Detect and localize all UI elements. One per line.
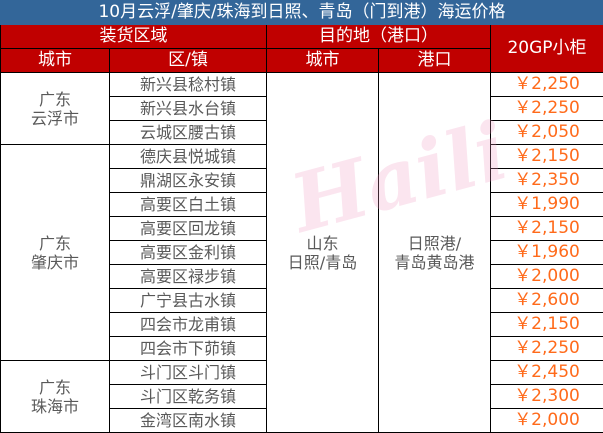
header-port: 港口 [378,48,491,73]
price-cell: ￥2,250 [489,96,603,121]
header-loading-area: 装货区域 [0,24,267,49]
town-cell: 高要区白土镇 [109,192,267,217]
price-cell: ￥1,990 [489,192,603,217]
price-cell: ￥2,250 [489,336,603,361]
town-cell: 新兴县稔村镇 [109,72,267,97]
origin-city: 广东 肇庆市 [0,144,110,361]
origin-city: 广东 云浮市 [0,72,110,145]
town-cell: 四会市下茆镇 [109,336,267,361]
price-cell: ￥2,000 [489,408,603,433]
header-dest-city: 城市 [266,48,379,73]
town-cell: 高要区回龙镇 [109,216,267,241]
town-cell: 斗门区斗门镇 [109,360,267,385]
price-cell: ￥2,150 [489,144,603,169]
town-cell: 金湾区南水镇 [109,408,267,433]
table-row: 广东 云浮市 新兴县稔村镇 山东 日照/青岛 日照港/ 青岛黄岛港 ￥2,250 [0,72,603,433]
town-cell: 高要区金利镇 [109,240,267,265]
town-cell: 鼎湖区永安镇 [109,168,267,193]
price-cell: ￥1,960 [489,240,603,265]
table-row: 高要区禄步镇 ￥2,000 [1,264,603,289]
origin-city: 广东 珠海市 [0,360,110,433]
table-row: 四会市下茆镇 ￥2,250 [1,336,603,361]
header-city: 城市 [0,48,110,73]
table-title: 10月云浮/肇庆/珠海到日照、青岛（门到港）海运价格 [0,0,603,25]
town-cell: 斗门区乾务镇 [109,384,267,409]
price-cell: ￥2,050 [489,120,603,145]
town-cell: 四会市龙甫镇 [109,312,267,337]
price-cell: ￥2,150 [489,216,603,241]
dest-city: 山东 日照/青岛 [266,72,379,433]
price-cell: ￥2,600 [489,288,603,313]
town-cell: 高要区禄步镇 [109,264,267,289]
price-cell: ￥2,000 [489,264,603,289]
town-cell: 新兴县水台镇 [109,96,267,121]
price-cell: ￥2,300 [489,384,603,409]
price-cell: ￥2,250 [489,72,603,97]
table-row: 新兴县水台镇 ￥2,250 [1,96,603,121]
table-row: 云城区腰古镇 ￥2,050 [1,120,603,145]
table-row: 高要区金利镇 ￥1,960 [1,240,603,265]
header-district: 区/镇 [109,48,267,73]
price-cell: ￥2,150 [489,312,603,337]
header-20gp-price: 20GP小柜 [489,24,603,73]
table-row: 斗门区乾务镇 ￥2,300 [1,384,603,409]
price-cell: ￥2,350 [489,168,603,193]
table-row: 高要区白土镇 ￥1,990 [1,192,603,217]
price-cell: ￥2,450 [489,360,603,385]
town-cell: 德庆县悦城镇 [109,144,267,169]
header-destination: 目的地（港口） [266,24,491,49]
town-cell: 广宁县古水镇 [109,288,267,313]
dest-port: 日照港/ 青岛黄岛港 [378,72,491,433]
table-row: 广东 珠海市 斗门区斗门镇 ￥2,450 [0,360,603,433]
town-cell: 云城区腰古镇 [109,120,267,145]
